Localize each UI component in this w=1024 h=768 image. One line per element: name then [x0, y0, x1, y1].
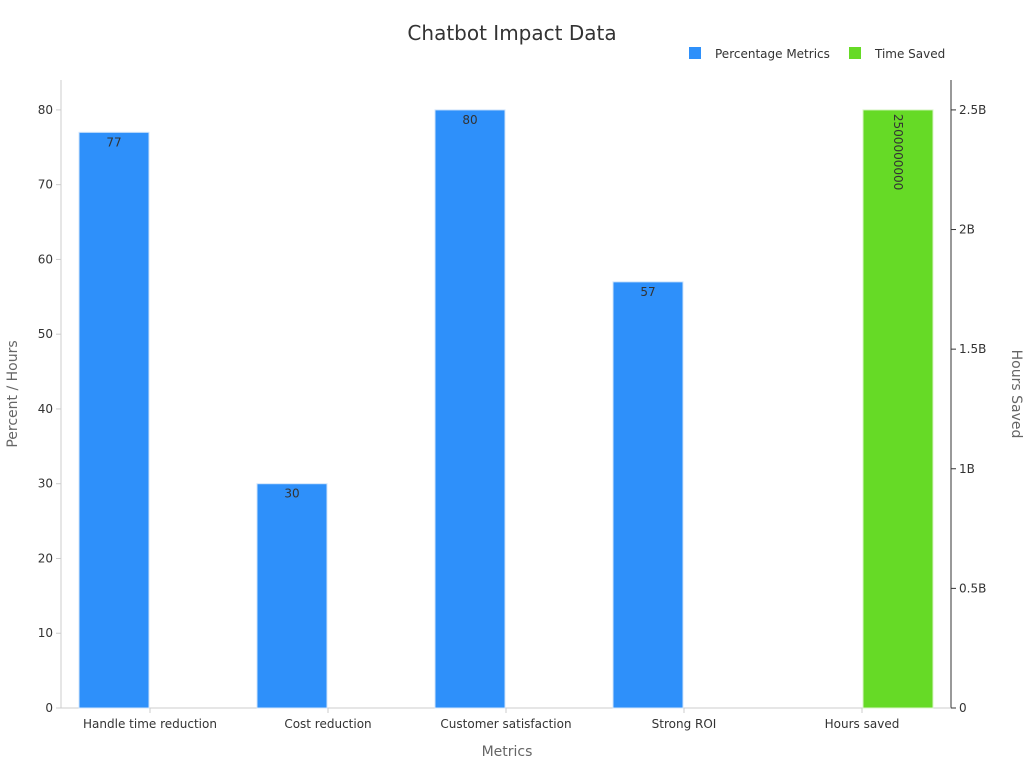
x-tick-label: Customer satisfaction [440, 717, 571, 731]
legend-swatch-percentage-metrics [689, 47, 701, 59]
legend-label-percentage-metrics: Percentage Metrics [715, 47, 830, 61]
bar-data-label: 57 [640, 285, 655, 299]
y-left-tick-label: 60 [38, 252, 53, 266]
y-right-tick-label: 0 [959, 701, 967, 715]
y-left-tick-label: 80 [38, 103, 53, 117]
bar-labels: 77 30 80 57 2500000000 [106, 113, 905, 501]
y-axis-left-ticks: 0 10 20 30 40 50 60 70 80 [38, 103, 61, 715]
y-left-tick-label: 0 [45, 701, 53, 715]
bar-percentage-metrics [434, 109, 506, 709]
legend-swatch-time-saved [849, 47, 861, 59]
y-right-tick-label: 1.5B [959, 342, 986, 356]
x-tick-label: Cost reduction [284, 717, 371, 731]
y-right-tick-label: 2B [959, 223, 975, 237]
bar-data-label: 77 [106, 135, 121, 149]
y-left-tick-label: 30 [38, 477, 53, 491]
bars [78, 109, 934, 709]
legend-label-time-saved: Time Saved [874, 47, 945, 61]
y-right-tick-label: 0.5B [959, 581, 986, 595]
y-axis-right-ticks: 0 0.5B 1B 1.5B 2B 2.5B [951, 103, 986, 715]
y-axis-right-title: Hours Saved [1008, 350, 1024, 439]
x-tick-label: Handle time reduction [83, 717, 217, 731]
y-right-tick-label: 2.5B [959, 103, 986, 117]
y-right-tick-label: 1B [959, 462, 975, 476]
bar-percentage-metrics [612, 281, 684, 709]
x-tick-label: Strong ROI [652, 717, 717, 731]
legend: Percentage Metrics Time Saved [689, 47, 945, 61]
y-left-tick-label: 50 [38, 327, 53, 341]
y-left-tick-label: 70 [38, 178, 53, 192]
bar-percentage-metrics [256, 483, 328, 709]
bar-data-label: 2500000000 [891, 114, 905, 190]
bar-data-label: 80 [462, 113, 477, 127]
y-left-tick-label: 10 [38, 626, 53, 640]
y-left-tick-label: 40 [38, 402, 53, 416]
x-tick-label: Hours saved [825, 717, 900, 731]
bar-data-label: 30 [284, 487, 299, 501]
y-axis-left-title: Percent / Hours [5, 340, 21, 447]
y-left-tick-label: 20 [38, 551, 53, 565]
bar-time-saved [862, 109, 934, 709]
x-axis-title: Metrics [482, 744, 533, 760]
x-axis-ticks: Handle time reduction Cost reduction Custo… [83, 708, 899, 731]
chart-title: Chatbot Impact Data [407, 21, 616, 45]
bar-percentage-metrics [78, 131, 150, 709]
